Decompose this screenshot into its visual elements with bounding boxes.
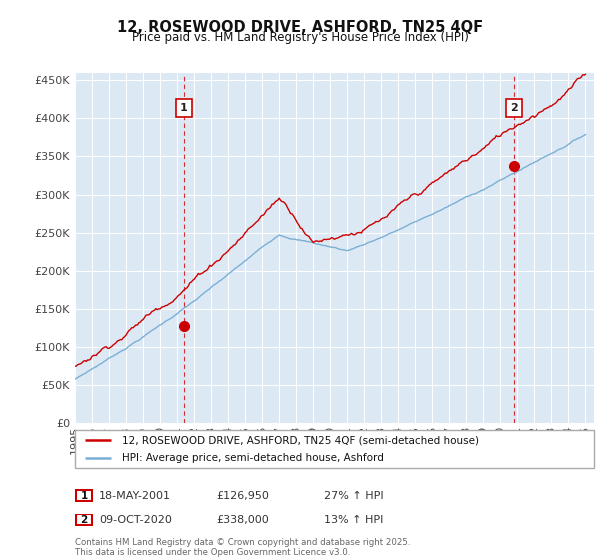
Text: 1: 1 xyxy=(80,491,88,501)
FancyBboxPatch shape xyxy=(76,514,92,525)
Text: 2: 2 xyxy=(80,515,88,525)
Text: 2: 2 xyxy=(510,103,518,113)
Text: £338,000: £338,000 xyxy=(216,515,269,525)
Text: 27% ↑ HPI: 27% ↑ HPI xyxy=(324,491,383,501)
Text: 09-OCT-2020: 09-OCT-2020 xyxy=(99,515,172,525)
Text: 18-MAY-2001: 18-MAY-2001 xyxy=(99,491,171,501)
FancyBboxPatch shape xyxy=(75,430,594,468)
Text: 13% ↑ HPI: 13% ↑ HPI xyxy=(324,515,383,525)
Text: 12, ROSEWOOD DRIVE, ASHFORD, TN25 4QF: 12, ROSEWOOD DRIVE, ASHFORD, TN25 4QF xyxy=(117,20,483,35)
Text: 12, ROSEWOOD DRIVE, ASHFORD, TN25 4QF (semi-detached house): 12, ROSEWOOD DRIVE, ASHFORD, TN25 4QF (s… xyxy=(122,435,479,445)
Text: Contains HM Land Registry data © Crown copyright and database right 2025.
This d: Contains HM Land Registry data © Crown c… xyxy=(75,538,410,557)
FancyBboxPatch shape xyxy=(76,490,92,501)
Text: 1: 1 xyxy=(180,103,188,113)
Text: £126,950: £126,950 xyxy=(216,491,269,501)
Text: Price paid vs. HM Land Registry's House Price Index (HPI): Price paid vs. HM Land Registry's House … xyxy=(131,31,469,44)
Text: HPI: Average price, semi-detached house, Ashford: HPI: Average price, semi-detached house,… xyxy=(122,453,383,463)
